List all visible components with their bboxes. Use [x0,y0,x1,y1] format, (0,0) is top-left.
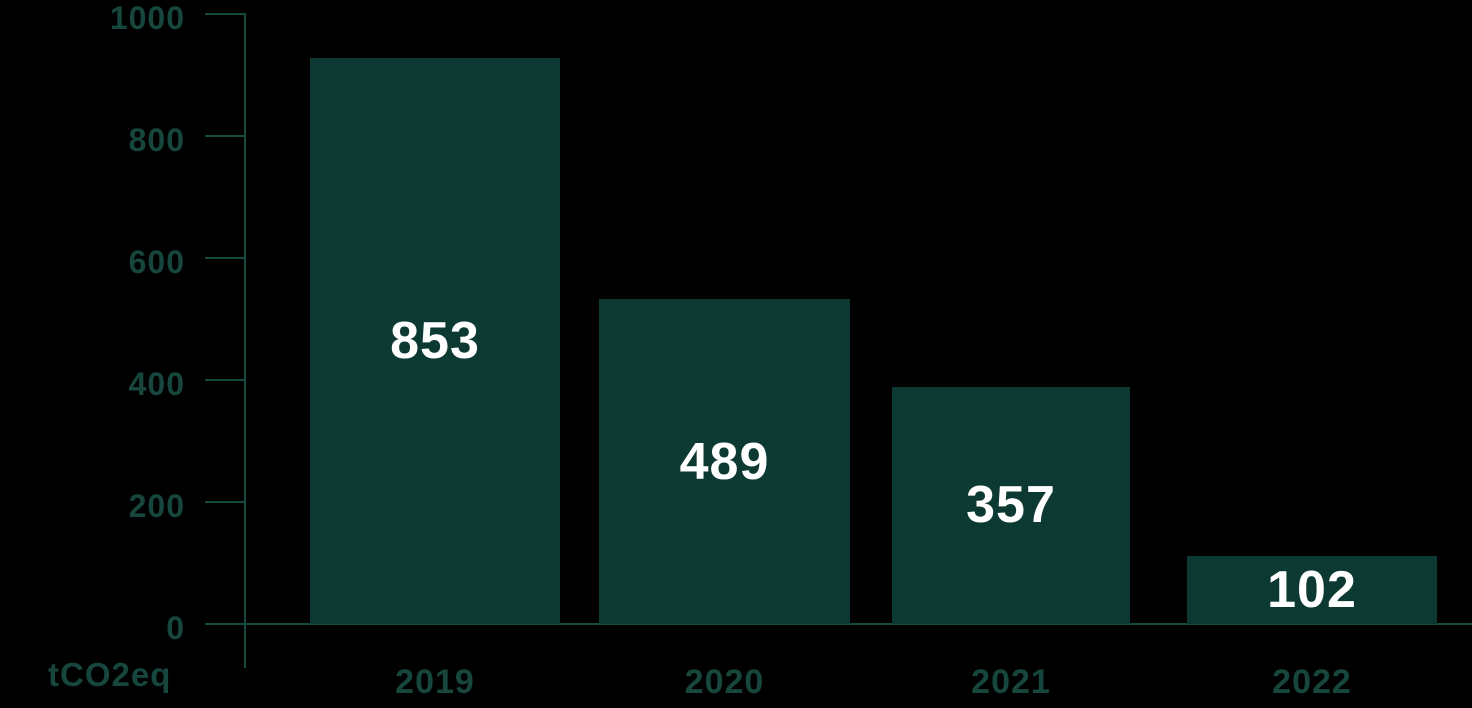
y-axis-tick-label-0: 0 [166,610,185,646]
x-axis-category-label-2021: 2021 [971,663,1051,701]
bar-2019: 853 [310,57,560,624]
y-axis-tick-label-400: 400 [128,366,185,402]
y-axis-tick-1000 [205,13,244,15]
bar-2022: 102 [1187,556,1437,624]
bar-2020: 489 [599,299,850,624]
bar-2021: 357 [892,386,1130,624]
y-axis-tick-label-200: 200 [128,488,185,524]
y-axis-tick-600 [205,257,244,259]
bar-value-label-2020: 489 [679,432,770,491]
y-axis-tick-200 [205,501,244,503]
x-axis-category-label-2019: 2019 [395,663,475,701]
bar-value-label-2019: 853 [390,311,480,370]
x-axis-baseline [205,623,1472,625]
bar-value-label-2022: 102 [1267,561,1357,620]
y-axis-line [244,13,246,668]
y-axis-tick-800 [205,135,244,137]
y-axis-tick-label-600: 600 [128,244,185,280]
bar-value-label-2021: 357 [966,476,1056,535]
y-axis-tick-label-1000: 1000 [109,0,185,36]
x-axis-category-label-2020: 2020 [684,663,765,701]
y-axis-tick-400 [205,379,244,381]
y-axis-unit-label: tCO2eq [48,656,172,693]
y-axis-tick-label-800: 800 [128,122,185,158]
x-axis-category-label-2022: 2022 [1272,663,1352,701]
